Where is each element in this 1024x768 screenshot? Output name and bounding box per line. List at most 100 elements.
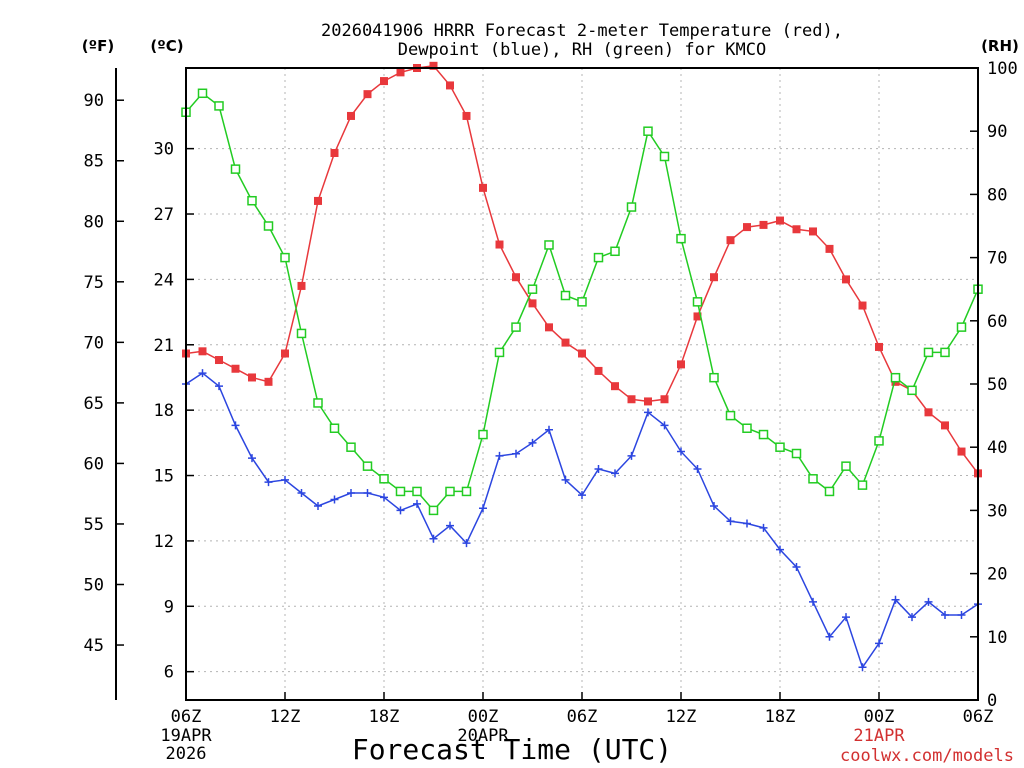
rh-point <box>280 252 290 263</box>
date-label: 21APR <box>853 726 905 746</box>
temperature-point <box>330 148 339 157</box>
date-label: 2026 <box>166 744 207 764</box>
dewpoint-point <box>429 534 438 543</box>
temperature-line <box>185 65 979 474</box>
fahrenheit-tick-label: 85 <box>84 152 104 172</box>
time-tick-label: 00Z <box>468 707 499 727</box>
celsius-tick-label: 30 <box>154 140 174 160</box>
temperature-point <box>825 244 834 253</box>
temperature-point <box>611 382 619 391</box>
rh-point <box>907 385 917 396</box>
temperature-point <box>198 347 207 356</box>
rh-point <box>643 126 653 136</box>
dewpoint-point <box>693 464 702 473</box>
temperature-point <box>380 77 388 86</box>
temperature-point <box>858 301 867 310</box>
temperature-point <box>528 299 537 308</box>
celsius-tick-label: 18 <box>154 401 174 421</box>
dewpoint-point <box>858 663 867 672</box>
temperature-point <box>842 275 850 284</box>
celsius-unit-label: (ºC) <box>150 37 183 55</box>
celsius-tick-label: 12 <box>154 532 174 552</box>
dewpoint-point <box>924 597 933 606</box>
rh-point <box>758 429 769 440</box>
celsius-tick-label: 21 <box>154 336 174 356</box>
rh-point <box>940 347 950 358</box>
series-temperature <box>182 61 982 478</box>
dewpoint-point <box>512 449 520 458</box>
temperature-point <box>231 364 240 373</box>
temperature-point <box>264 377 273 386</box>
temperature-point <box>479 183 487 192</box>
rh-tick-label: 10 <box>987 628 1007 648</box>
dewpoint-point <box>545 425 553 434</box>
temperature-point <box>314 196 322 205</box>
temperature-point <box>281 349 289 358</box>
dewpoint-point <box>297 488 306 497</box>
rh-point <box>230 164 241 174</box>
temperature-point <box>677 360 685 369</box>
dewpoint-point <box>314 502 322 511</box>
celsius-tick-label: 6 <box>164 663 174 683</box>
watermark: coolwx.com/models <box>840 746 1014 766</box>
fahrenheit-tick-label: 50 <box>84 575 104 595</box>
x-axis-title: Forecast Time (UTC) <box>352 733 672 766</box>
dewpoint-point <box>594 464 603 473</box>
temperature-point <box>512 273 520 282</box>
fahrenheit-tick-label: 70 <box>84 333 104 353</box>
rh-point <box>874 436 884 446</box>
rh-point <box>626 202 637 212</box>
dewpoint-point <box>363 488 372 497</box>
temperature-point <box>462 111 471 120</box>
rh-point <box>890 372 901 383</box>
chart-title-line-2: Dewpoint (blue), RH (green) for KMCO <box>398 40 766 60</box>
dewpoint-point <box>347 488 355 497</box>
temperature-point <box>347 111 355 120</box>
rh-point <box>824 486 835 497</box>
temperature-point <box>743 223 751 232</box>
dewpoint-point <box>792 563 801 572</box>
celsius-tick-label: 15 <box>154 467 174 487</box>
temperature-point <box>429 61 438 70</box>
rh-point <box>544 240 554 250</box>
rh-point <box>263 221 274 231</box>
dewpoint-point <box>330 495 339 504</box>
fahrenheit-tick-label: 45 <box>84 636 104 656</box>
temperature-point <box>660 395 669 404</box>
dewpoint-point <box>776 545 784 554</box>
rh-tick-label: 80 <box>987 185 1007 205</box>
dewpoint-point <box>941 611 949 620</box>
dewpoint-point <box>281 475 289 484</box>
rh-point <box>478 429 488 440</box>
temperature-point <box>215 356 223 365</box>
dewpoint-point <box>957 611 966 620</box>
rh-unit-label: (RH) <box>981 37 1019 55</box>
rh-tick-label: 90 <box>987 122 1007 142</box>
rh-point <box>659 151 670 162</box>
rh-tick-label: 20 <box>987 565 1007 585</box>
dewpoint-point <box>891 595 900 604</box>
temperature-point <box>924 408 933 417</box>
temperature-point <box>297 281 306 290</box>
dewpoint-point <box>479 504 487 513</box>
rh-point <box>676 233 686 244</box>
temperature-point <box>809 227 817 236</box>
temperature-point <box>693 312 702 321</box>
dewpoint-point <box>231 421 240 430</box>
rh-axis: 0 10 20 30 40 50 60 70 80 90 100 <box>970 59 1018 711</box>
temperature-point <box>446 81 454 90</box>
celsius-axis: 6 9 12 15 18 21 24 27 30 <box>154 140 194 683</box>
rh-point <box>445 486 455 497</box>
temperature-point <box>759 220 768 229</box>
dewpoint-point <box>413 499 421 508</box>
time-tick-label: 18Z <box>369 707 400 727</box>
rh-point <box>791 448 802 459</box>
temperature-point <box>792 225 801 234</box>
fahrenheit-axis: 45 50 55 60 65 70 75 80 85 90 <box>84 68 124 700</box>
rh-tick-label: 40 <box>987 438 1007 458</box>
dewpoint-point <box>627 451 636 460</box>
plot-frame <box>185 67 979 701</box>
dewpoint-point <box>528 438 537 447</box>
fahrenheit-tick-label: 55 <box>84 515 104 535</box>
rh-point <box>857 480 868 490</box>
